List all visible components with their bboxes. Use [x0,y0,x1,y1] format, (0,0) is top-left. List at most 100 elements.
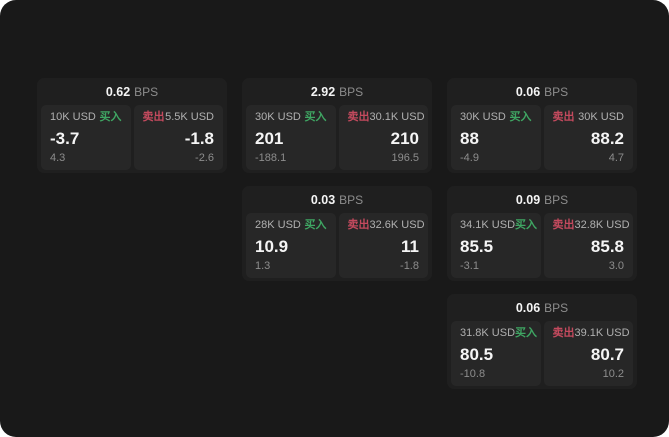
quote-panels: 10K USD 买入 -3.7 4.3 卖出 5.5K USD -1.8 -2.… [37,105,227,173]
buy-quote-panel[interactable]: 30K USD 买入 88 -4.9 [451,105,541,170]
buy-amount: 10K USD [50,111,96,123]
sell-quote-panel[interactable]: 卖出 32.8K USD 85.8 3.0 [543,213,633,278]
sell-side-label: 卖出 [142,111,165,123]
bps-value: 0.09 [515,192,541,207]
card-header: 2.92 BPS [242,78,432,105]
bps-value: 0.03 [310,192,336,207]
spread-card: 2.92 BPS 30K USD 买入 201 -188.1 卖出 30.1K … [242,78,432,173]
card-header: 0.03 BPS [242,186,432,213]
buy-price: 88 [460,128,479,148]
buy-delta: 1.3 [255,260,271,272]
sell-amount: 32.6K USD [369,219,425,231]
bps-unit-label: BPS [339,84,364,99]
buy-delta: -4.9 [460,152,479,164]
buy-quote-panel[interactable]: 31.8K USD 买入 80.5 -10.8 [451,321,541,386]
buy-delta: -3.1 [460,260,479,272]
card-header: 0.06 BPS [447,78,637,105]
buy-side-label: 买入 [304,111,327,123]
spread-card: 0.06 BPS 31.8K USD 买入 80.5 -10.8 卖出 39.1… [447,294,637,389]
buy-amount: 28K USD [255,219,301,231]
sell-side-label: 卖出 [552,327,575,339]
sell-amount: 5.5K USD [165,111,214,123]
sell-price: 210 [390,128,419,148]
sell-panel-top: 卖出 30K USD [553,112,625,123]
buy-side-label: 买入 [99,111,122,123]
sell-panel-top: 卖出 5.5K USD [143,112,215,123]
buy-delta: 4.3 [50,152,66,164]
sell-delta: -1.8 [400,260,419,272]
sell-delta: 196.5 [391,152,419,164]
sell-panel-top: 卖出 39.1K USD [552,327,630,339]
sell-panel-top: 卖出 30.1K USD [347,111,425,123]
buy-panel-top: 30K USD 买入 [460,112,532,123]
quote-panels: 28K USD 买入 10.9 1.3 卖出 32.6K USD 11 -1.8 [242,213,432,281]
sell-panel-top: 卖出 32.6K USD [347,219,425,231]
buy-price: 10.9 [255,236,289,256]
bps-value: 0.06 [515,300,541,315]
buy-price: 80.5 [460,344,494,364]
sell-panel-top: 卖出 32.8K USD [552,219,630,231]
buy-delta: -188.1 [255,152,287,164]
buy-price: 201 [255,128,284,148]
quote-panels: 34.1K USD 买入 85.5 -3.1 卖出 32.8K USD 85.8… [447,213,637,281]
buy-quote-panel[interactable]: 10K USD 买入 -3.7 4.3 [41,105,131,170]
bps-value: 0.06 [515,84,541,99]
sell-amount: 30K USD [578,111,624,123]
sell-quote-panel[interactable]: 卖出 5.5K USD -1.8 -2.6 [133,105,223,170]
spread-card: 0.09 BPS 34.1K USD 买入 85.5 -3.1 卖出 32.8K… [447,186,637,281]
buy-panel-top: 28K USD 买入 [255,220,327,231]
buy-side-label: 买入 [515,327,538,339]
buy-quote-panel[interactable]: 28K USD 买入 10.9 1.3 [246,213,336,278]
sell-quote-panel[interactable]: 卖出 30K USD 88.2 4.7 [543,105,633,170]
bps-unit-label: BPS [134,84,159,99]
sell-delta: 4.7 [608,152,624,164]
buy-panel-top: 30K USD 买入 [255,112,327,123]
spread-card: 0.06 BPS 30K USD 买入 88 -4.9 卖出 30K USD 8… [447,78,637,173]
buy-panel-top: 10K USD 买入 [50,112,122,123]
sell-side-label: 卖出 [552,111,575,123]
bps-unit-label: BPS [544,84,569,99]
sell-price: -1.8 [184,128,214,148]
buy-price: -3.7 [50,128,80,148]
sell-quote-panel[interactable]: 卖出 30.1K USD 210 196.5 [338,105,428,170]
sell-quote-panel[interactable]: 卖出 39.1K USD 80.7 10.2 [543,321,633,386]
spread-card: 0.62 BPS 10K USD 买入 -3.7 4.3 卖出 5.5K USD… [37,78,227,173]
buy-price: 85.5 [460,236,494,256]
bps-unit-label: BPS [544,192,569,207]
spread-card: 0.03 BPS 28K USD 买入 10.9 1.3 卖出 32.6K US… [242,186,432,281]
buy-quote-panel[interactable]: 34.1K USD 买入 85.5 -3.1 [451,213,541,278]
sell-price: 85.8 [590,236,624,256]
sell-amount: 32.8K USD [574,219,630,231]
buy-side-label: 买入 [509,111,532,123]
sell-amount: 39.1K USD [574,327,630,339]
buy-amount: 31.8K USD [460,327,516,339]
buy-panel-top: 34.1K USD 买入 [460,219,537,231]
sell-side-label: 卖出 [347,111,370,123]
sell-side-label: 卖出 [552,219,575,231]
bps-value: 0.62 [105,84,131,99]
sell-price: 11 [401,236,419,256]
buy-amount: 30K USD [460,111,506,123]
buy-quote-panel[interactable]: 30K USD 买入 201 -188.1 [246,105,336,170]
cards-grid: 0.62 BPS 10K USD 买入 -3.7 4.3 卖出 5.5K USD… [37,78,637,389]
sell-quote-panel[interactable]: 卖出 32.6K USD 11 -1.8 [338,213,428,278]
bps-value: 2.92 [310,84,336,99]
sell-amount: 30.1K USD [369,111,425,123]
quote-panels: 30K USD 买入 88 -4.9 卖出 30K USD 88.2 4.7 [447,105,637,173]
sell-price: 88.2 [590,128,624,148]
buy-amount: 30K USD [255,111,301,123]
buy-side-label: 买入 [515,219,538,231]
quote-panels: 31.8K USD 买入 80.5 -10.8 卖出 39.1K USD 80.… [447,321,637,389]
quote-panels: 30K USD 买入 201 -188.1 卖出 30.1K USD 210 1… [242,105,432,173]
sell-delta: -2.6 [195,152,214,164]
sell-delta: 10.2 [602,368,624,380]
buy-delta: -10.8 [460,368,486,380]
card-header: 0.06 BPS [447,294,637,321]
sell-price: 80.7 [590,344,624,364]
buy-amount: 34.1K USD [460,219,516,231]
card-header: 0.09 BPS [447,186,637,213]
buy-panel-top: 31.8K USD 买入 [460,327,537,339]
sell-side-label: 卖出 [347,219,370,231]
sell-delta: 3.0 [608,260,624,272]
